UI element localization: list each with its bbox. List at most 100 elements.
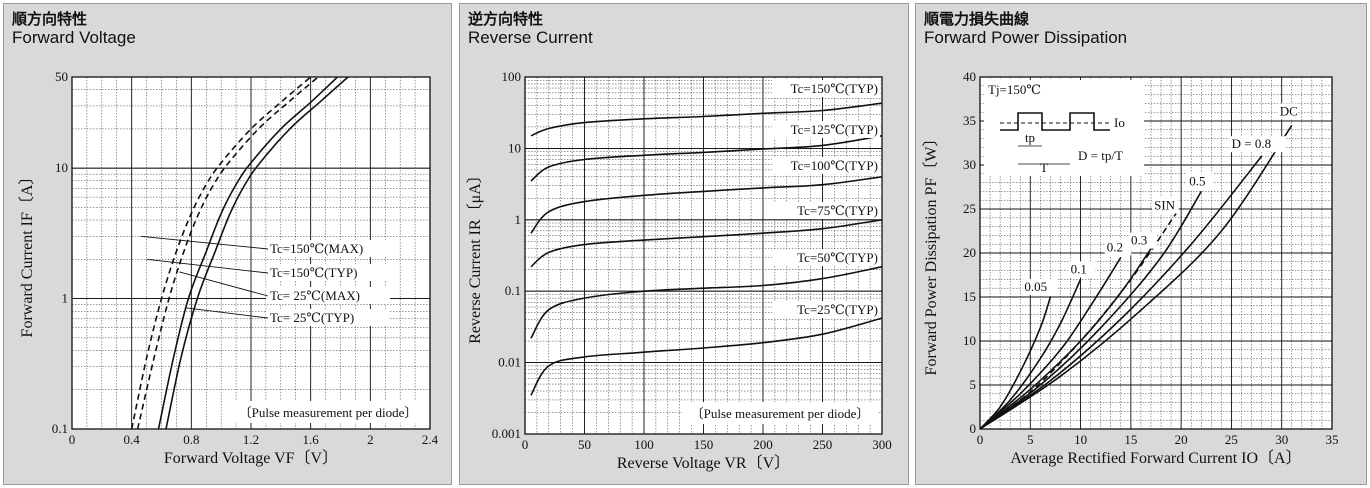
x-axis-label: Average Rectified Forward Current IO〔A〕: [1010, 449, 1301, 467]
legend-label: Tc= 25℃(TYP): [270, 310, 354, 325]
y-tick-label: 0.1: [505, 283, 521, 298]
series-line: [530, 266, 882, 339]
forward-power-dissipation-chart: 0 5 10 15 20 25 30 35 0 5 10 15 20 25 30 35 40 Average Re…: [922, 69, 1339, 467]
y-tick-label: 40: [963, 69, 976, 84]
y-tick-label: 0.01: [498, 355, 521, 370]
series-label: 0.5: [1189, 173, 1205, 188]
legend-label: Tc= 25℃(MAX): [270, 288, 360, 303]
x-tick-label: 1.2: [243, 432, 259, 447]
legend-label-bg: [772, 157, 880, 174]
series-line: [980, 212, 1177, 429]
inset-formula: D = tp/T: [1078, 148, 1123, 163]
series-label-bg: [1187, 173, 1214, 190]
x-tick-label: 0: [977, 432, 984, 447]
inset-io-label: Io: [1114, 115, 1125, 130]
series-line: [980, 124, 1293, 429]
series-label-bg: [1152, 197, 1179, 214]
legend-leader: [185, 307, 269, 319]
series-line: [530, 219, 882, 268]
legend-label: Tc=75℃(TYP): [797, 203, 878, 218]
series-label: SIN: [1154, 197, 1176, 212]
series-line: [980, 279, 1082, 429]
x-tick-label: 0: [522, 437, 529, 452]
x-tick-label: 0: [69, 432, 76, 447]
legend-label-bg: [266, 264, 390, 281]
series-line: [530, 102, 882, 137]
x-tick-label: 1.6: [303, 432, 320, 447]
y-tick-label: 5: [970, 377, 977, 392]
inset-box: [984, 80, 1144, 176]
x-tick-label: 150: [694, 437, 714, 452]
series-group: [530, 102, 882, 396]
y-tick-label: 100: [502, 69, 522, 84]
legend-label-bg: [772, 202, 880, 219]
x-tick-label: 15: [1124, 432, 1137, 447]
series-line: [530, 317, 882, 396]
x-tick-label: 300: [872, 437, 892, 452]
series-label: 0.2: [1107, 239, 1123, 254]
legend-label-bg: [266, 309, 390, 326]
x-tick-label: 10: [1074, 432, 1087, 447]
panel-title-en: Forward Voltage: [12, 28, 136, 47]
y-tick-label: 35: [963, 113, 976, 128]
y-tick-label: 20: [963, 245, 976, 260]
legend-label: Tc=125℃(TYP): [791, 122, 878, 137]
series-label-bg: [1104, 239, 1132, 256]
forward-voltage-chart: 0 0.4 0.8 1.2 1.6 2 2.4 0.1 1 10 50 Forward Voltage…: [18, 69, 439, 467]
inset-waveform: [1000, 112, 1110, 131]
series-label-bg: [1022, 279, 1057, 295]
legend-label: Tc=25℃(TYP): [797, 302, 878, 317]
series-line: [165, 77, 349, 429]
plot-frame: [524, 76, 883, 435]
y-tick-label: 0.001: [492, 426, 521, 441]
series-label-bg: [1128, 232, 1156, 249]
y-axis-label: Forward Power Dissipation PF〔W〕: [922, 131, 940, 376]
series-group: [130, 77, 349, 429]
x-tick-label: 35: [1326, 432, 1339, 447]
y-tick-label: 10: [508, 140, 521, 155]
legend-label-bg: [772, 80, 880, 97]
x-tick-label: 20: [1175, 432, 1188, 447]
x-tick-label: 5: [1027, 432, 1034, 447]
plot-frame: [71, 76, 431, 430]
legend-label: Tc=50℃(TYP): [797, 250, 878, 265]
y-tick-label: 10: [55, 160, 68, 175]
x-tick-label: 25: [1225, 432, 1238, 447]
series-label-bg: [1277, 103, 1297, 120]
legend-label-bg: [772, 249, 880, 266]
panel-forward-power-dissipation: 順電力損失曲線 Forward Power Dissipation 0 5 10 15…: [915, 3, 1367, 485]
legend-label-bg: [772, 301, 880, 318]
panel-title-jp: 順方向特性: [12, 10, 88, 28]
series-label: DC: [1280, 103, 1298, 118]
series-line: [157, 77, 339, 429]
legend-label: Tc=150℃(TYP): [270, 265, 357, 280]
y-tick-label: 30: [963, 157, 976, 172]
legend-label-bg: [266, 240, 390, 257]
panel-title-jp: 順電力損失曲線: [924, 10, 1030, 28]
series-line: [980, 256, 1122, 429]
x-axis-label: Reverse Voltage VR〔V〕: [617, 454, 790, 472]
inset-tp-label: tp: [1025, 130, 1035, 145]
inset-T-label: T: [1040, 160, 1048, 175]
legend-label: Tc=150℃(TYP): [791, 81, 878, 96]
series-group: [980, 124, 1293, 429]
legend-label: Tc=150℃(MAX): [270, 241, 363, 256]
reverse-current-chart: 0 50 100 150 200 250 300 0.001 0.01 0.1 1 10 100 Reve…: [466, 69, 892, 472]
x-tick-label: 100: [634, 437, 654, 452]
note-bg: [230, 401, 426, 423]
y-tick-label: 15: [963, 289, 976, 304]
note-text: 〔Pulse measurement per diode〕: [691, 406, 870, 421]
series-label: 0.1: [1071, 261, 1087, 276]
series-label-bg: [1068, 261, 1096, 278]
x-tick-label: 50: [578, 437, 591, 452]
legend-label-bg: [772, 121, 880, 138]
legend-leader: [146, 258, 269, 274]
y-tick-label: 25: [963, 201, 976, 216]
panel-forward-voltage: 順方向特性 Forward Voltage 0 0.4 0.8 1.2 1.6 2 2.4 0…: [3, 3, 452, 485]
series-line: [980, 190, 1202, 429]
x-tick-label: 2.4: [422, 432, 439, 447]
legend-label-bg: [266, 287, 390, 304]
y-tick-label: 50: [55, 69, 68, 84]
series-line: [530, 176, 882, 234]
legend-label: Tc=100℃(TYP): [791, 158, 878, 173]
